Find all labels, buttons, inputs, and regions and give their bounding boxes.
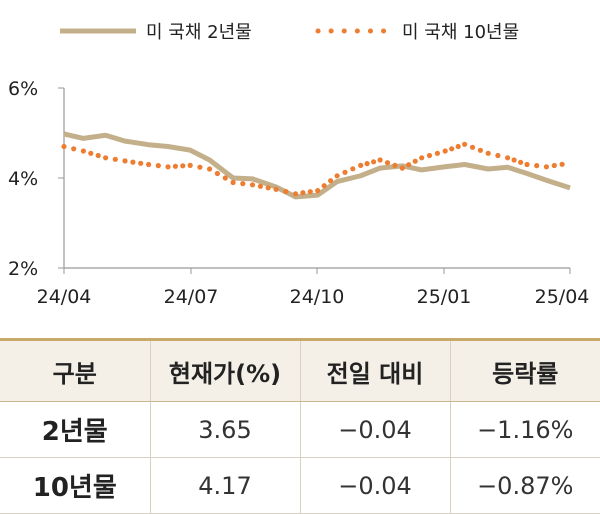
yield-summary-table: 구분 현재가(%) 전일 대비 등락률 2년물 3.65 −0.04 −1.16…	[0, 338, 600, 514]
series-point-10y	[377, 157, 383, 163]
series-point-10y	[419, 155, 425, 161]
legend: 미 국채 2년물 미 국채 10년물	[60, 22, 519, 43]
series-point-10y	[321, 183, 327, 189]
series-point-10y	[257, 183, 263, 189]
series-point-10y	[197, 164, 203, 170]
x-tick-label: 24/07	[164, 286, 219, 308]
series-line-2y	[63, 131, 571, 200]
series-point-10y	[406, 162, 412, 168]
series-point-10y	[518, 159, 524, 165]
series-point-10y	[214, 170, 220, 177]
y-tick-label: 4%	[8, 168, 38, 190]
series-point-10y	[392, 162, 398, 168]
series-point-10y	[455, 143, 461, 150]
series-point-10y	[230, 179, 236, 186]
series-point-10y	[222, 175, 228, 181]
series-point-10y	[543, 164, 550, 170]
series-dots-10y	[61, 141, 565, 197]
series-point-10y	[307, 189, 313, 195]
cell-current: 4.17	[149, 457, 300, 514]
series-point-10y	[434, 150, 440, 156]
series-point-10y	[180, 163, 186, 169]
series-point-10y	[130, 159, 136, 165]
series-point-10y	[495, 152, 501, 159]
series-point-10y	[485, 150, 491, 156]
series-point-10y	[477, 147, 483, 153]
series-point-10y	[371, 159, 377, 165]
cell-change: −0.04	[299, 401, 450, 458]
cell-rate: −0.87%	[449, 457, 600, 514]
series-point-10y	[112, 156, 118, 162]
series-point-10y	[342, 169, 348, 175]
x-tick-label: 25/01	[417, 286, 472, 308]
series-point-10y	[449, 146, 455, 152]
series-point-10y	[328, 178, 334, 184]
series-point-10y	[80, 148, 86, 154]
series-point-10y	[315, 188, 321, 194]
cell-change: −0.04	[299, 457, 450, 514]
series-point-10y	[505, 155, 511, 161]
series-point-10y	[207, 166, 213, 172]
series-point-10y	[95, 152, 101, 159]
legend-label-10y: 미 국채 10년물	[402, 22, 519, 43]
series-point-10y	[358, 162, 364, 168]
series-point-10y	[187, 162, 193, 168]
series-point-10y	[559, 161, 565, 167]
y-ticks: 6% 4% 2%	[8, 78, 64, 280]
x-tick-label: 24/10	[290, 286, 345, 308]
series-point-10y	[122, 158, 128, 164]
series-point-10y	[172, 163, 178, 169]
table-header-row: 구분 현재가(%) 전일 대비 등락률	[0, 338, 600, 402]
x-tick-label: 25/04	[535, 286, 590, 308]
series-layer	[61, 131, 571, 200]
row-label: 10년물	[0, 457, 150, 514]
series-point-10y	[511, 157, 517, 163]
cell-current: 3.65	[149, 401, 300, 458]
series-point-10y	[265, 185, 271, 191]
header-change: 전일 대비	[299, 338, 450, 402]
series-point-10y	[462, 141, 468, 147]
series-point-10y	[249, 182, 256, 188]
series-point-10y	[283, 188, 289, 195]
series-point-10y	[442, 148, 448, 154]
series-point-10y	[350, 166, 356, 172]
x-ticks: 24/04 24/07 24/10 25/01 25/04	[37, 268, 590, 308]
series-point-10y	[384, 160, 391, 166]
series-point-10y	[146, 161, 152, 168]
series-point-10y	[88, 150, 94, 156]
header-rate: 등락률	[449, 338, 600, 402]
series-point-10y	[551, 162, 557, 169]
series-point-10y	[292, 191, 299, 197]
table-row: 2년물 3.65 −0.04 −1.16%	[0, 401, 600, 458]
series-point-10y	[399, 165, 405, 171]
y-tick-label: 6%	[8, 78, 38, 100]
table-row: 10년물 4.17 −0.04 −0.87%	[0, 457, 600, 514]
series-point-10y	[165, 164, 171, 170]
series-point-10y	[155, 163, 161, 169]
series-point-10y	[469, 144, 476, 150]
legend-label-2y: 미 국채 2년물	[146, 22, 252, 43]
row-label: 2년물	[0, 401, 150, 458]
yield-chart: 미 국채 2년물 미 국채 10년물 6% 4% 2% 24/04 24/07 …	[8, 22, 590, 308]
x-tick-label: 24/04	[37, 286, 92, 308]
header-current: 현재가(%)	[149, 338, 300, 402]
series-point-10y	[524, 161, 530, 168]
series-point-10y	[61, 143, 67, 150]
series-point-10y	[240, 181, 246, 187]
series-point-10y	[534, 163, 540, 169]
series-point-10y	[334, 173, 340, 179]
series-point-10y	[426, 152, 433, 159]
series-point-10y	[273, 186, 279, 192]
series-point-10y	[300, 190, 306, 196]
y-tick-label: 2%	[8, 258, 38, 280]
series-point-10y	[138, 160, 144, 166]
header-category: 구분	[0, 338, 150, 402]
series-point-10y	[412, 158, 418, 164]
series-point-10y	[103, 155, 109, 161]
series-point-10y	[364, 161, 370, 167]
cell-rate: −1.16%	[449, 401, 600, 458]
series-point-10y	[71, 146, 77, 152]
